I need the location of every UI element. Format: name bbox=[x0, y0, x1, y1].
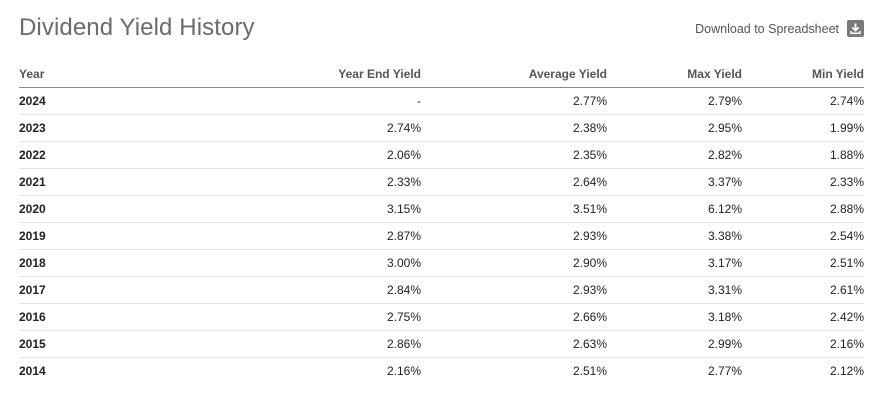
cell-average-yield: 2.38% bbox=[421, 114, 607, 142]
table-row: 2015 2.86% 2.63% 2.99% 2.16% bbox=[19, 330, 864, 358]
cell-max-yield: 3.37% bbox=[607, 168, 742, 196]
cell-min-yield: 2.74% bbox=[742, 87, 864, 115]
cell-min-yield: 1.88% bbox=[742, 141, 864, 169]
cell-year-end-yield: 2.87% bbox=[139, 222, 421, 250]
cell-max-yield: 3.18% bbox=[607, 303, 742, 331]
table-row: 2016 2.75% 2.66% 3.18% 2.42% bbox=[19, 303, 864, 331]
cell-year-end-yield: 2.84% bbox=[139, 276, 421, 304]
table-row: 2018 3.00% 2.90% 3.17% 2.51% bbox=[19, 249, 864, 277]
cell-min-yield: 2.61% bbox=[742, 276, 864, 304]
cell-year-end-yield: 2.33% bbox=[139, 168, 421, 196]
cell-year-end-yield: 3.00% bbox=[139, 249, 421, 277]
column-header-average-yield[interactable]: Average Yield bbox=[421, 61, 607, 88]
cell-average-yield: 2.93% bbox=[421, 222, 607, 250]
cell-year: 2014 bbox=[19, 364, 46, 378]
download-icon[interactable] bbox=[847, 20, 864, 37]
table-row: 2019 2.87% 2.93% 3.38% 2.54% bbox=[19, 222, 864, 250]
table-row: 2014 2.16% 2.51% 2.77% 2.12% bbox=[19, 358, 864, 385]
table-row: 2020 3.15% 3.51% 6.12% 2.88% bbox=[19, 195, 864, 223]
cell-year: 2018 bbox=[19, 249, 139, 277]
cell-min-yield: 2.54% bbox=[742, 222, 864, 250]
cell-year-end-yield: 2.16% bbox=[386, 364, 421, 378]
cell-year: 2019 bbox=[19, 222, 139, 250]
cell-year: 2024 bbox=[19, 87, 139, 115]
table-row: 2022 2.06% 2.35% 2.82% 1.88% bbox=[19, 141, 864, 169]
cell-min-yield: 2.33% bbox=[742, 168, 864, 196]
cell-year: 2022 bbox=[19, 141, 139, 169]
cell-year-end-yield: 2.86% bbox=[139, 330, 421, 358]
cell-year-end-yield: 3.15% bbox=[139, 195, 421, 223]
column-header-year[interactable]: Year bbox=[19, 61, 139, 88]
table-row: 2021 2.33% 2.64% 3.37% 2.33% bbox=[19, 168, 864, 196]
cell-max-yield: 3.17% bbox=[607, 249, 742, 277]
cell-max-yield: 2.77% bbox=[707, 364, 742, 378]
cell-year: 2017 bbox=[19, 276, 139, 304]
cell-average-yield: 2.64% bbox=[421, 168, 607, 196]
cell-min-yield: 2.51% bbox=[742, 249, 864, 277]
cell-max-yield: 2.95% bbox=[607, 114, 742, 142]
cell-average-yield: 2.66% bbox=[421, 303, 607, 331]
cell-year: 2016 bbox=[19, 303, 139, 331]
column-header-min-yield[interactable]: Min Yield bbox=[742, 61, 864, 88]
download-spreadsheet-button[interactable]: Download to Spreadsheet bbox=[695, 20, 864, 37]
cell-average-yield: 2.63% bbox=[421, 330, 607, 358]
cell-max-yield: 2.99% bbox=[607, 330, 742, 358]
cell-year: 2023 bbox=[19, 114, 139, 142]
cell-min-yield: 2.42% bbox=[742, 303, 864, 331]
cell-min-yield: 2.88% bbox=[742, 195, 864, 223]
cell-max-yield: 2.82% bbox=[607, 141, 742, 169]
cell-year: 2015 bbox=[19, 330, 139, 358]
table-row: 2023 2.74% 2.38% 2.95% 1.99% bbox=[19, 114, 864, 142]
table-row: 2017 2.84% 2.93% 3.31% 2.61% bbox=[19, 276, 864, 304]
cell-average-yield: 2.93% bbox=[421, 276, 607, 304]
cell-average-yield: 2.51% bbox=[572, 364, 607, 378]
cell-year: 2020 bbox=[19, 195, 139, 223]
cell-max-yield: 6.12% bbox=[607, 195, 742, 223]
yield-history-table: Year Year End Yield Average Yield Max Yi… bbox=[19, 61, 864, 384]
download-label: Download to Spreadsheet bbox=[695, 21, 839, 36]
cell-min-yield: 2.16% bbox=[742, 330, 864, 358]
cell-min-yield: 1.99% bbox=[742, 114, 864, 142]
cell-year-end-yield: 2.74% bbox=[139, 114, 421, 142]
column-header-year-end-yield[interactable]: Year End Yield bbox=[139, 61, 421, 88]
cell-year-end-yield: - bbox=[139, 87, 421, 115]
cell-average-yield: 2.35% bbox=[421, 141, 607, 169]
cell-average-yield: 2.77% bbox=[421, 87, 607, 115]
cell-max-yield: 2.79% bbox=[607, 87, 742, 115]
cell-year: 2021 bbox=[19, 168, 139, 196]
cell-year-end-yield: 2.06% bbox=[139, 141, 421, 169]
table-row: 2024-2.77% 2.79% 2.74% bbox=[19, 87, 864, 115]
cell-max-yield: 3.38% bbox=[607, 222, 742, 250]
table-header-row: Year Year End Yield Average Yield Max Yi… bbox=[19, 61, 864, 88]
cell-average-yield: 2.90% bbox=[421, 249, 607, 277]
cell-average-yield: 3.51% bbox=[421, 195, 607, 223]
column-header-max-yield[interactable]: Max Yield bbox=[607, 61, 742, 88]
page-title: Dividend Yield History bbox=[19, 14, 255, 41]
cell-max-yield: 3.31% bbox=[607, 276, 742, 304]
cell-year-end-yield: 2.75% bbox=[139, 303, 421, 331]
cell-min-yield: 2.12% bbox=[829, 364, 864, 378]
